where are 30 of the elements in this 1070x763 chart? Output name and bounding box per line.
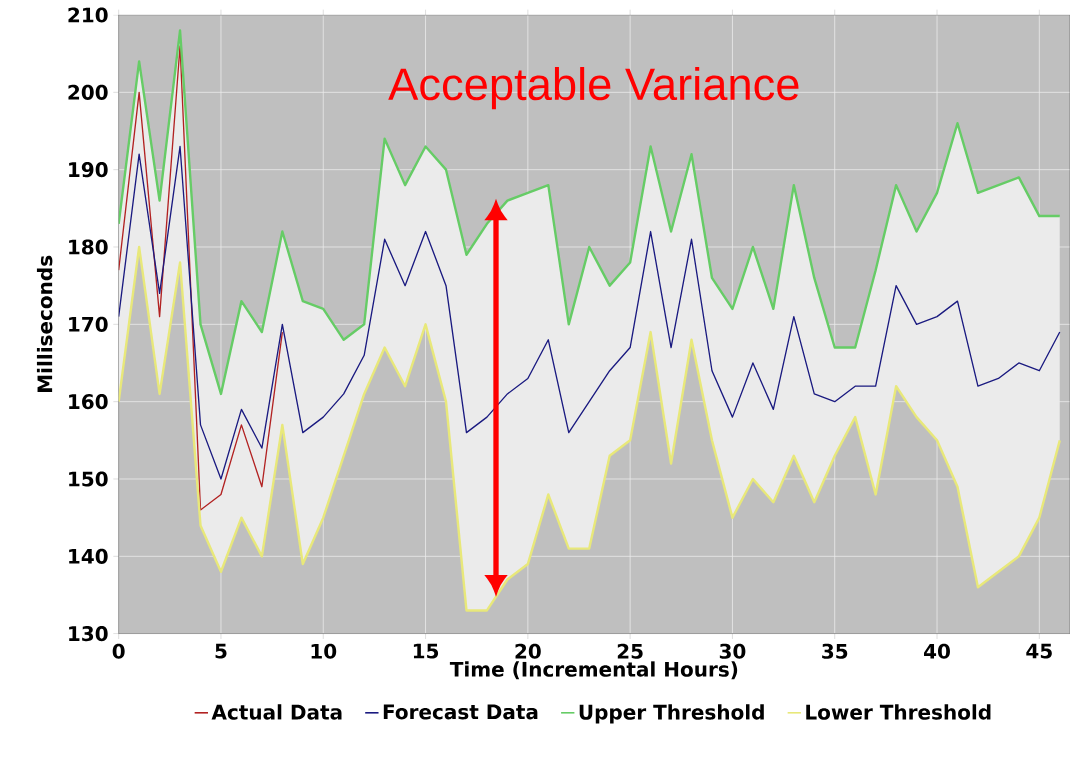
x-tick-label: 35 xyxy=(822,643,848,659)
line-series xyxy=(118,145,1061,480)
line-series xyxy=(118,245,1061,612)
legend-label: Actual Data xyxy=(211,704,342,720)
line-series xyxy=(118,45,284,511)
x-tick-label: 40 xyxy=(924,643,950,659)
x-tick-label: 25 xyxy=(617,643,643,659)
y-tick-label: 140 xyxy=(69,548,108,564)
x-tick-label: 10 xyxy=(311,643,337,659)
x-tick-label: 5 xyxy=(215,643,227,659)
y-tick-label: 150 xyxy=(69,471,108,487)
x-axis-title: Time (Incremental Hours) xyxy=(449,661,738,680)
y-tick-label: 190 xyxy=(69,162,108,178)
x-tick-label: 30 xyxy=(719,643,746,659)
y-tick-label: 170 xyxy=(69,316,108,332)
line-series xyxy=(118,29,1061,396)
x-tick-label: 45 xyxy=(1026,643,1052,659)
y-tick-label: 210 xyxy=(68,7,108,23)
legend-label: Forecast Data xyxy=(383,704,538,720)
y-tick-label: 160 xyxy=(69,394,108,410)
annotation: Acceptable Variance xyxy=(388,67,799,110)
y-axis-title: Milliseconds xyxy=(36,255,53,392)
y-tick-label: 130 xyxy=(69,626,108,642)
x-tick-label: 15 xyxy=(413,643,439,659)
legend-label: Lower Threshold xyxy=(806,704,991,720)
legend-label: Upper Threshold xyxy=(579,704,764,724)
x-tick-label: 20 xyxy=(515,643,541,659)
y-tick-label: 200 xyxy=(68,84,108,100)
y-tick-label: 180 xyxy=(69,239,108,255)
x-tick-label: 0 xyxy=(112,643,125,659)
